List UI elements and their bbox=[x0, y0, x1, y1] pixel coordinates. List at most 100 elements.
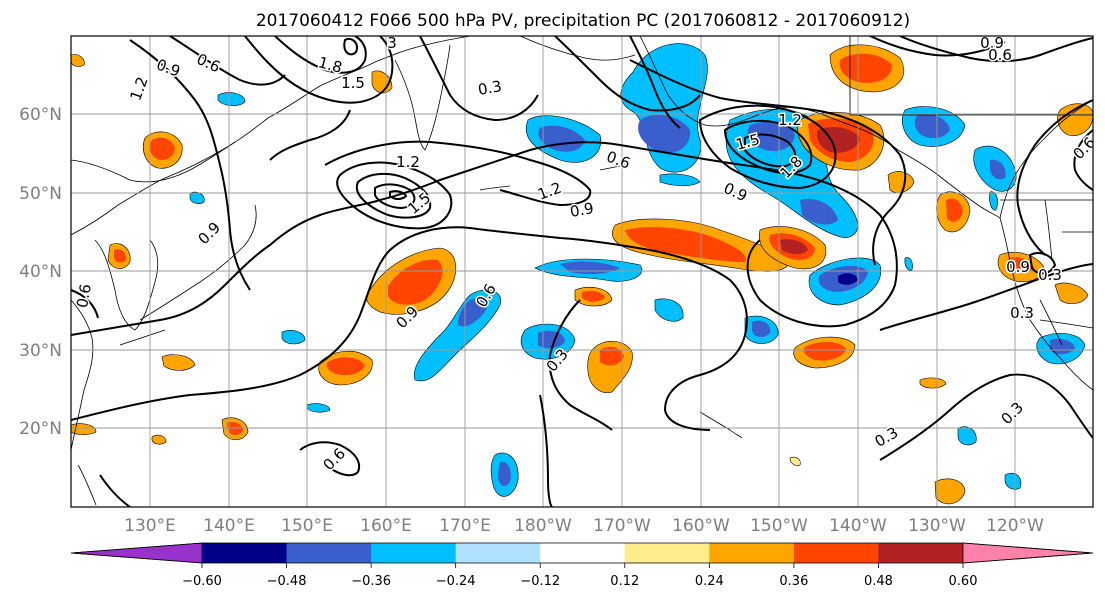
pv-contour bbox=[629, 36, 681, 129]
colorbar-segment bbox=[455, 543, 541, 563]
pv-contour bbox=[539, 394, 553, 507]
pv-contour bbox=[548, 299, 613, 431]
contour-label: 0.9 bbox=[980, 34, 1004, 52]
lon-label: 140°W bbox=[829, 516, 887, 536]
longitude-labels: 130°E 140°E 150°E 160°E 170°E 180°W 170°… bbox=[124, 516, 1044, 536]
lon-label: 160°W bbox=[672, 516, 730, 536]
map-panel: 0.9 0.61.21.81.530.31.21.50.61.20.90.90.6… bbox=[70, 34, 1094, 508]
colorbar-tick-label: 0.12 bbox=[610, 574, 639, 589]
colorbar-tick-label: −0.24 bbox=[436, 574, 476, 589]
pv-contour bbox=[355, 172, 432, 219]
pv-contour bbox=[698, 104, 837, 190]
map-frame bbox=[70, 35, 1094, 508]
neg-area bbox=[1004, 472, 1022, 490]
coastline-japan bbox=[139, 204, 257, 321]
pv-contour bbox=[554, 36, 701, 112]
pos-area bbox=[919, 377, 947, 389]
pv-contour bbox=[343, 38, 358, 56]
colorbar-segment bbox=[540, 543, 626, 563]
coastline-baja bbox=[1039, 299, 1063, 346]
pos-area bbox=[625, 227, 746, 262]
border-internal-1 bbox=[1044, 199, 1053, 261]
pos-area bbox=[804, 341, 846, 361]
colorbar-tick-label: 0.60 bbox=[949, 574, 978, 589]
pv-contour bbox=[1016, 99, 1093, 256]
neg-area bbox=[281, 330, 306, 345]
pos-area bbox=[780, 239, 808, 255]
colorbar-tick-label: −0.48 bbox=[267, 574, 307, 589]
pos-area bbox=[789, 456, 801, 466]
border-alaska bbox=[849, 36, 1093, 116]
pv-contour bbox=[99, 474, 131, 507]
lon-label: 130°E bbox=[124, 516, 176, 536]
lon-label: 120°W bbox=[986, 516, 1044, 536]
lon-label: 150°E bbox=[281, 516, 333, 536]
pos-area bbox=[149, 137, 175, 160]
neg-area bbox=[990, 159, 1006, 180]
contour-label: 0.9 bbox=[569, 199, 596, 221]
coastline-alaska-north bbox=[519, 36, 636, 61]
neg-area bbox=[659, 173, 701, 187]
colorbar-segment bbox=[878, 543, 964, 563]
contour-label: 1.2 bbox=[396, 153, 420, 171]
coastline-korea bbox=[94, 239, 159, 331]
coastline-aleutian-1 bbox=[599, 163, 631, 171]
coastline-asia bbox=[71, 36, 471, 236]
pv-contour bbox=[744, 133, 797, 168]
coastlines bbox=[71, 36, 1093, 506]
neg-area bbox=[904, 257, 913, 271]
contour-label: 1.5 bbox=[341, 74, 365, 92]
pos-area bbox=[114, 249, 127, 263]
latitude-labels: 60°N 50°N 40°N 30°N 20°N bbox=[19, 105, 62, 439]
contour-label: 0.9 bbox=[1006, 258, 1030, 276]
pos-area bbox=[887, 171, 915, 194]
contour-label: 0.3 bbox=[1010, 304, 1034, 322]
pv-contour bbox=[129, 39, 251, 291]
contour-label: 3 bbox=[387, 34, 397, 52]
coastline-canada bbox=[999, 99, 1093, 219]
figure-title: 2017060412 F066 500 hPa PV, precipitatio… bbox=[256, 11, 910, 31]
pos-area bbox=[1054, 282, 1089, 304]
pos-area bbox=[326, 357, 365, 376]
colorbar-tick-label: 0.48 bbox=[864, 574, 893, 589]
pv-contour bbox=[71, 226, 748, 431]
pv-contour bbox=[336, 161, 453, 230]
pos-area bbox=[582, 290, 605, 302]
coastline-asia-inner bbox=[71, 141, 236, 183]
pos-area bbox=[1008, 257, 1034, 274]
colorbar-tick-label: −0.36 bbox=[351, 574, 391, 589]
pv-contour bbox=[1028, 252, 1057, 275]
colorbar-segment bbox=[709, 543, 795, 563]
lat-label: 20°N bbox=[19, 419, 62, 439]
coastline-america bbox=[999, 217, 1093, 391]
border-us-mexico bbox=[1039, 319, 1093, 329]
pv-contour bbox=[629, 59, 907, 266]
pv-contour bbox=[1073, 129, 1093, 191]
colorbar-extend-max bbox=[962, 542, 1094, 564]
pos-area bbox=[71, 54, 85, 67]
coastline-hawaii bbox=[699, 411, 743, 439]
neg-area bbox=[957, 426, 977, 446]
pos-area bbox=[227, 421, 243, 436]
neg-area bbox=[914, 114, 950, 139]
lon-label: 150°W bbox=[750, 516, 808, 536]
lon-label: 160°E bbox=[360, 516, 412, 536]
pv-contour bbox=[169, 36, 286, 86]
colorbar-tick-label: 0.36 bbox=[779, 574, 808, 589]
pos-area bbox=[161, 354, 196, 371]
pv-contour bbox=[244, 36, 394, 104]
colorbar-segment bbox=[202, 543, 288, 563]
pv-contour bbox=[274, 36, 367, 74]
lon-label: 130°W bbox=[908, 516, 966, 536]
pos-area bbox=[839, 53, 892, 83]
pv-contour bbox=[389, 190, 408, 200]
pv-contour bbox=[71, 141, 898, 336]
graticule bbox=[71, 36, 1093, 507]
pv-contour bbox=[869, 36, 1006, 57]
pos-area bbox=[934, 478, 966, 505]
colorbar-segment bbox=[793, 543, 879, 563]
pv-contour bbox=[299, 441, 360, 477]
lon-label: 170°E bbox=[439, 516, 491, 536]
